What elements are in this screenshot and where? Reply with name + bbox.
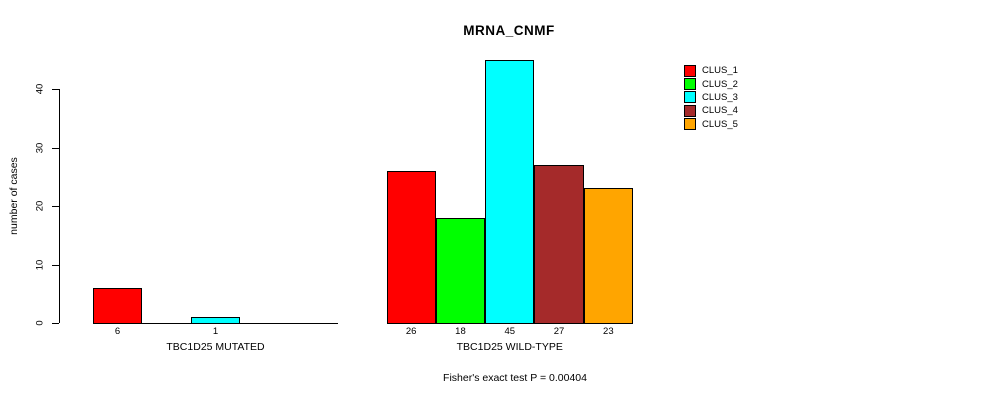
- bar-value-label: 27: [553, 326, 565, 337]
- bar-clus_1: [93, 287, 142, 324]
- bar-clus_1: [386, 170, 436, 324]
- legend-swatch-clus_5: [684, 118, 696, 131]
- y-axis-tick: [52, 147, 59, 149]
- y-axis-title: number of cases: [8, 157, 20, 235]
- bar-clus_4: [534, 165, 584, 324]
- group-label: TBC1D25 MUTATED: [166, 341, 265, 353]
- legend-label: CLUS_2: [702, 78, 738, 90]
- legend-swatch-clus_2: [684, 78, 696, 91]
- y-axis-tick: [52, 206, 59, 207]
- bar-value-label: 23: [603, 326, 614, 337]
- chart-title: MRNA_CNMF: [463, 23, 555, 38]
- bar-value-label: 18: [455, 326, 466, 337]
- legend-label: CLUS_3: [702, 91, 738, 103]
- group-label: TBC1D25 WILD-TYPE: [456, 341, 563, 353]
- legend-label: CLUS_5: [702, 118, 738, 130]
- y-axis-tick: [52, 89, 59, 90]
- legend-swatch-clus_4: [684, 104, 696, 117]
- legend-label: CLUS_4: [702, 105, 738, 117]
- bar-value-label: 6: [114, 326, 121, 337]
- y-tick-label: 10: [34, 259, 46, 270]
- y-tick-label: 30: [34, 142, 46, 153]
- bar-value-label: 45: [504, 326, 516, 337]
- bar-clus_3: [485, 59, 535, 324]
- bar-value-label: 1: [212, 326, 219, 337]
- bar-clus_3: [191, 317, 240, 324]
- y-tick-label: 40: [34, 83, 46, 95]
- y-tick-label: 20: [34, 200, 46, 212]
- bar-clus_5: [583, 188, 633, 324]
- y-tick-label: 0: [34, 320, 46, 326]
- legend-swatch-clus_1: [684, 64, 696, 77]
- legend-swatch-clus_3: [684, 91, 696, 104]
- bar-clus_2: [435, 217, 486, 324]
- fisher-test-caption: Fisher's exact test P = 0.00404: [443, 372, 587, 384]
- y-axis-tick: [52, 264, 59, 266]
- y-axis-tick: [52, 323, 59, 324]
- legend-label: CLUS_1: [702, 65, 738, 77]
- bar-value-label: 26: [405, 326, 417, 337]
- y-axis-line: [59, 89, 60, 323]
